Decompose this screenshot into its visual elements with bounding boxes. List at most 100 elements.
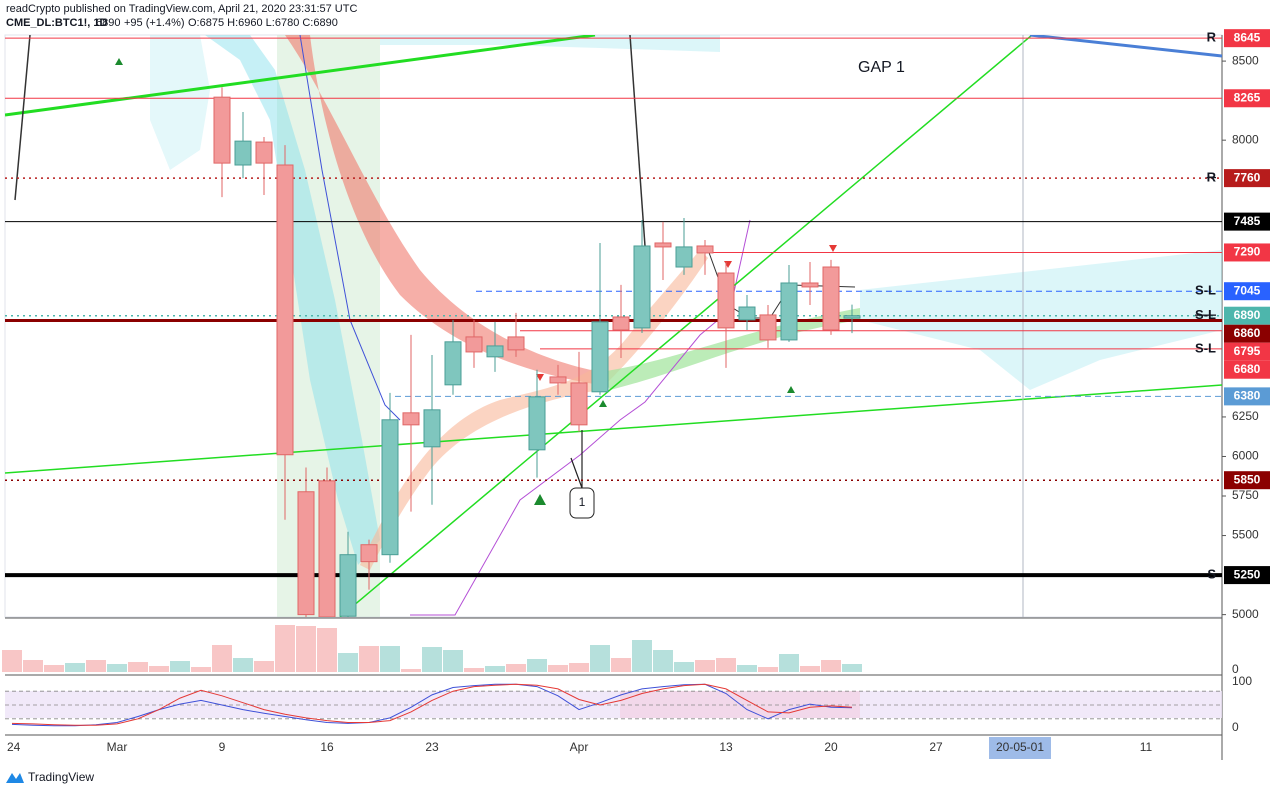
stoch-tick-label: 0 bbox=[1232, 720, 1239, 734]
candles bbox=[213, 87, 861, 617]
volume-bar bbox=[380, 646, 400, 672]
level-label: 5250 bbox=[1234, 567, 1261, 581]
level-label-box bbox=[1224, 89, 1270, 108]
cloud bbox=[380, 35, 720, 52]
volume-bar bbox=[464, 668, 484, 672]
candle-body bbox=[696, 245, 714, 254]
volume-bar bbox=[842, 664, 862, 672]
ma-ribbon bbox=[285, 35, 600, 385]
candle-body bbox=[234, 140, 252, 166]
volume-bar bbox=[86, 660, 106, 672]
x-tick-label: 20 bbox=[824, 740, 838, 754]
candle-body bbox=[360, 544, 378, 563]
candle-body bbox=[402, 412, 420, 426]
candle-body bbox=[738, 306, 756, 321]
callout-box bbox=[569, 487, 595, 519]
volume-bar bbox=[632, 640, 652, 672]
candle-body bbox=[591, 321, 609, 393]
x-tick-label: 20-05-01 bbox=[996, 740, 1044, 754]
volume-bar bbox=[506, 664, 526, 672]
stoch-band-fill bbox=[5, 691, 1222, 718]
level-label-box bbox=[1224, 212, 1270, 231]
y-tick-label: 8000 bbox=[1232, 132, 1259, 146]
level-label: 6860 bbox=[1234, 326, 1261, 340]
volume-bar bbox=[674, 662, 694, 672]
stoch-pane bbox=[5, 683, 1222, 727]
candle-body bbox=[276, 164, 294, 456]
volume-bar bbox=[65, 663, 85, 672]
volume-bar bbox=[779, 654, 799, 672]
candle-body bbox=[444, 341, 462, 386]
trend-line bbox=[14, 35, 31, 201]
candle-body bbox=[822, 266, 840, 331]
y-tick-label: 6250 bbox=[1232, 409, 1259, 423]
volume-bar bbox=[170, 661, 190, 672]
level-label-box bbox=[1224, 243, 1270, 262]
level-tag: S-L bbox=[1195, 283, 1216, 298]
y-tick-label: 5000 bbox=[1232, 607, 1259, 621]
publisher-line: readCrypto published on TradingView.com,… bbox=[6, 3, 357, 15]
volume-bar bbox=[485, 666, 505, 672]
volume-bar bbox=[191, 667, 211, 672]
axes: 5000 5500 5750 6000 6250 8000 8500 8645 8265 7760… bbox=[7, 29, 1270, 759]
footer-brand: TradingView bbox=[28, 770, 94, 784]
candle-body bbox=[633, 245, 651, 329]
level-label-box bbox=[1224, 169, 1270, 188]
candle-body bbox=[654, 242, 672, 248]
volume-bar bbox=[527, 659, 547, 672]
callout-label: 1 bbox=[579, 495, 586, 509]
stoch-line bbox=[11, 683, 853, 726]
ma-ribbon bbox=[360, 250, 708, 570]
x-tick-label: Mar bbox=[107, 740, 128, 754]
volume-bar bbox=[653, 650, 673, 672]
candle-body bbox=[465, 336, 483, 353]
symbol-line: CME_DL:BTC1!, 1D 6890 +95 (+1.4%) O:6875… bbox=[6, 17, 338, 29]
level-label: 7760 bbox=[1234, 170, 1261, 184]
level-label: 7045 bbox=[1234, 283, 1261, 297]
x-tick-label: 23 bbox=[425, 740, 439, 754]
trend-line bbox=[5, 35, 596, 117]
cloud bbox=[205, 35, 380, 565]
candle-body bbox=[486, 345, 504, 358]
x-tick-label: 9 bbox=[219, 740, 226, 754]
level-label-box bbox=[1224, 282, 1270, 301]
candle-body bbox=[717, 272, 735, 329]
crosshair-label-box bbox=[989, 737, 1051, 759]
volume-bar bbox=[317, 628, 337, 672]
volume-bar bbox=[821, 660, 841, 672]
volume-bar bbox=[254, 661, 274, 672]
y-tick-label: 5750 bbox=[1232, 488, 1259, 502]
stoch-tick-label: 100 bbox=[1232, 674, 1252, 688]
volume-bar bbox=[107, 664, 127, 672]
volume-bar bbox=[359, 646, 379, 672]
level-label: 7290 bbox=[1234, 245, 1261, 259]
level-label: 5850 bbox=[1234, 472, 1261, 486]
volume-bar bbox=[275, 625, 295, 672]
level-label-box bbox=[1224, 471, 1270, 490]
volume-bar bbox=[338, 653, 358, 672]
level-label-box bbox=[1224, 387, 1270, 406]
y-tick-label: 6000 bbox=[1232, 449, 1259, 463]
ohlc: O:6875 H:6960 L:6780 C:6890 bbox=[188, 17, 338, 29]
volume-bar bbox=[611, 658, 631, 672]
candle-body bbox=[675, 246, 693, 268]
volume-bar bbox=[569, 663, 589, 672]
volume-bar bbox=[422, 647, 442, 672]
candle-body bbox=[255, 141, 273, 164]
level-label-box bbox=[1224, 29, 1270, 48]
level-label: 6380 bbox=[1234, 389, 1261, 403]
last-price: 6890 bbox=[96, 17, 120, 29]
volume-bar bbox=[23, 660, 43, 672]
volume-bar bbox=[2, 650, 22, 672]
volume-bar bbox=[800, 666, 820, 672]
level-tag: S-L bbox=[1195, 340, 1216, 355]
x-tick-label: 16 bbox=[320, 740, 334, 754]
x-tick-label: Apr bbox=[570, 740, 589, 754]
x-tick-label: 27 bbox=[929, 740, 943, 754]
volume-bar bbox=[548, 665, 568, 672]
level-label-box bbox=[1224, 342, 1270, 361]
cloud bbox=[150, 35, 210, 170]
volume-bar bbox=[401, 669, 421, 672]
candle-body bbox=[213, 96, 231, 164]
